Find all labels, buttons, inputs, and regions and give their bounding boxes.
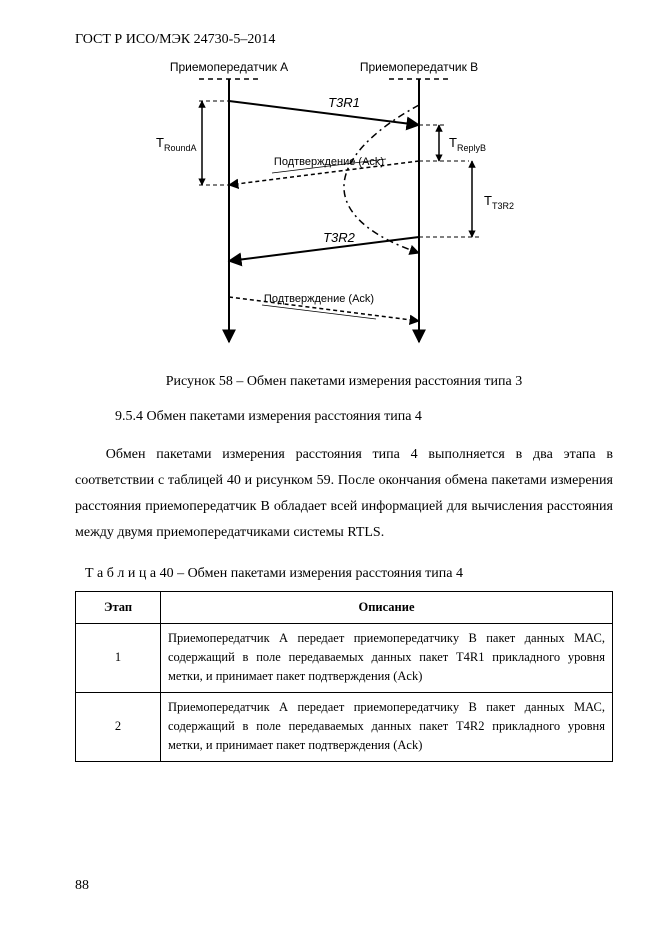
col-description: Описание [161, 591, 613, 623]
page-number: 88 [75, 874, 89, 897]
cell-desc: Приемопередатчик А передает приемопереда… [161, 692, 613, 761]
interval-reply-b-label: TReplyB [449, 135, 486, 153]
table-row: 1 Приемопередатчик А передает приемопере… [76, 623, 613, 692]
paragraph-body: Обмен пакетами измерения расстояния типа… [75, 442, 613, 546]
table-header-row: Этап Описание [76, 591, 613, 623]
page: ГОСТ Р ИСО/МЭК 24730-5–2014 Приемопереда… [0, 0, 661, 935]
interval-round-a-label: TRoundA [156, 135, 196, 153]
msg-t3r1-label: T3R1 [328, 95, 360, 110]
cell-stage: 2 [76, 692, 161, 761]
msg-t3r1 [229, 101, 419, 125]
figure-58-diagram: Приемопередатчик А Приемопередатчик В T3… [144, 57, 544, 352]
figure-caption: Рисунок 58 – Обмен пакетами измерения ра… [75, 370, 613, 393]
cell-stage: 1 [76, 623, 161, 692]
table-caption: Т а б л и ц а 40 – Обмен пакетами измере… [85, 562, 613, 585]
table-40: Этап Описание 1 Приемопередатчик А перед… [75, 591, 613, 762]
lifeline-a-label: Приемопередатчик А [170, 60, 288, 74]
msg-t3r2-label: T3R2 [323, 230, 356, 245]
cell-desc: Приемопередатчик А передает приемопереда… [161, 623, 613, 692]
msg-curved-feedback [344, 105, 419, 253]
section-heading: 9.5.4 Обмен пакетами измерения расстояни… [115, 405, 613, 428]
lifeline-b-label: Приемопередатчик В [360, 60, 478, 74]
msg-ack2-label: Подтверждение (Ack) [264, 293, 374, 305]
header-standard-code: ГОСТ Р ИСО/МЭК 24730-5–2014 [75, 28, 613, 51]
interval-t3r2-label: TT3R2 [484, 193, 514, 211]
table-row: 2 Приемопередатчик А передает приемопере… [76, 692, 613, 761]
col-stage: Этап [76, 591, 161, 623]
